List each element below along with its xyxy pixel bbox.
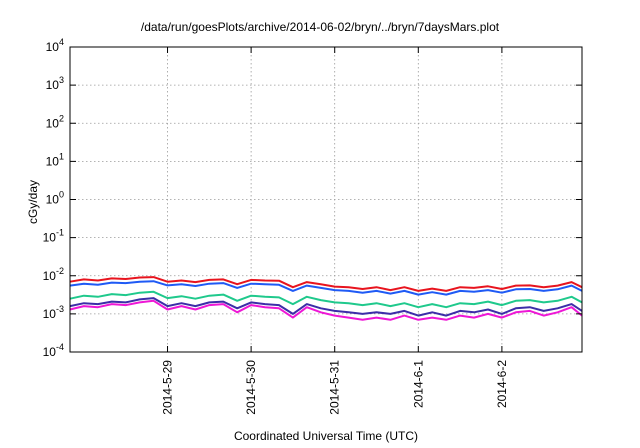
series-line-1	[69, 276, 583, 292]
x-tick-label: 2014-6-2	[495, 360, 509, 408]
x-tick-label: 2014-5-31	[328, 360, 342, 415]
y-tick-label: 10-3	[43, 304, 64, 321]
x-tick-label: 2014-6-1	[411, 360, 425, 408]
y-tick-label: 100	[46, 190, 64, 207]
y-tick-label: 101	[46, 151, 64, 168]
series-line-4	[69, 297, 583, 317]
series-line-5	[69, 299, 583, 321]
x-tick-label: 2014-5-29	[161, 360, 175, 415]
grid	[70, 47, 582, 352]
series-line-3	[69, 290, 583, 309]
y-tick-label: 103	[46, 75, 64, 92]
y-tick-label: 104	[46, 37, 64, 54]
y-tick-label: 10-1	[43, 228, 64, 245]
y-axis: 10-4 10-3 10-2 10-1 100 101 102 103 104	[43, 37, 582, 359]
y-tick-label: 10-4	[43, 342, 64, 359]
series-group	[69, 276, 583, 321]
y-axis-label: cGy/day	[26, 179, 40, 225]
series-line-2	[69, 280, 583, 296]
y-tick-label: 10-2	[43, 266, 64, 283]
chart-title: /data/run/goesPlots/archive/2014-06-02/b…	[140, 20, 500, 34]
x-axis: 2014-5-29 2014-5-30 2014-5-31 2014-6-1 2014-…	[161, 47, 509, 415]
x-tick-label: 2014-5-30	[244, 360, 258, 415]
y-tick-label: 102	[46, 113, 64, 130]
x-axis-label: Coordinated Universal Time (UTC)	[233, 429, 419, 443]
